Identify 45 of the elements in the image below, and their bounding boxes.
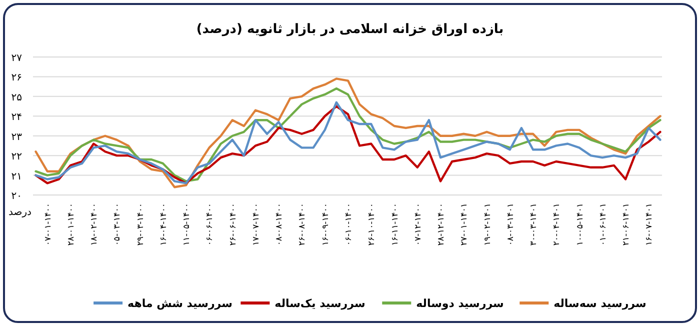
x-tick-label: ۰۶-۰۶-۱۴۰۰ (205, 203, 216, 246)
x-tick-label: ۱۶-۱۱-۱۴۰۰ (390, 203, 400, 246)
x-tick-label: ۰۶-۱۰-۱۴۰۰ (344, 203, 354, 246)
x-tick-label: ۲۷-۰۱-۱۴۰۱ (460, 203, 470, 246)
legend-item: سررسید دوساله (382, 297, 504, 310)
x-tick-label: ۲۶-۰۸-۱۴۰۰ (298, 203, 308, 246)
x-tick-label: ۲۱-۰۶-۱۴۰۱ (622, 203, 632, 246)
x-tick-label: ۱۶-۰۷-۱۴۰۱ (644, 203, 655, 246)
x-tick-label: ۲۹-۰۳-۱۴۰۰ (136, 203, 146, 246)
x-tick-label: ۲۰-۰۴-۱۴۰۱ (552, 203, 562, 246)
y-tick-label: ۲۷ (11, 53, 23, 64)
x-tick-label: ۱۶-۰۹-۱۴۰۰ (320, 203, 331, 246)
y-tick-label: ۲۶ (11, 72, 22, 84)
x-tick-label: ۳۰-۰۳-۱۴۰۱ (529, 203, 540, 246)
x-tick-label: ۰۷-۱۲-۱۴۰۰ (413, 203, 424, 246)
x-tick-label: ۲۶-۱۰-۱۴۰۰ (367, 203, 378, 246)
x-tick-label: ۱۰-۰۵-۱۴۰۱ (575, 203, 586, 246)
x-tick-label: ۲۸-۰۱-۱۴۰۰ (66, 203, 76, 246)
y-tick-label: ۲۴ (11, 112, 22, 124)
x-tick-label: ۱۹-۰۲-۱۴۰۱ (482, 203, 493, 246)
x-tick-label: ۱۸-۰۲-۱۴۰۰ (90, 203, 100, 246)
x-tick-label: ۲۸-۱۲-۱۴۰۰ (436, 203, 447, 246)
x-tick-label: ۰۵-۰۳-۱۴۰۰ (112, 203, 123, 246)
y-tick-label: ۲۳ (11, 132, 23, 143)
y-tick-label: ۲۲ (11, 152, 22, 163)
x-tick-label: ۱۶-۰۴-۱۴۰۰ (158, 203, 169, 246)
x-tick-label: ۰۸-۰۸-۱۴۰۰ (274, 203, 285, 246)
legend-label: سررسید شش ماهه (128, 297, 232, 310)
x-tick-label: ۰۷-۰۱-۱۴۰۰ (43, 203, 54, 246)
y-tick-label: ۲۰ (11, 191, 22, 202)
chart-title: بازده اوراق خزانه اسلامی در بازار ثانویه (درصد) (196, 22, 504, 37)
legend-label: سررسید سه‌ساله (554, 297, 646, 310)
legend-label: سررسید یک‌ساله (274, 297, 366, 310)
y-tick-label: ۲۱ (11, 171, 22, 182)
legend-item: سررسید یک‌ساله (240, 297, 366, 310)
x-tick-label: ۲۶-۰۶-۱۴۰۰ (228, 203, 238, 246)
x-tick-label: ۰۱-۰۶-۱۴۰۱ (598, 203, 608, 246)
x-tick-label: ۱۷-۰۷-۱۴۰۰ (251, 203, 262, 246)
legend-item: سررسید سه‌ساله (520, 297, 646, 310)
y-axis-title: درصد (8, 207, 32, 218)
legend-label: سررسید دوساله (416, 297, 504, 310)
x-tick-label: ۱۱-۰۵-۱۴۰۰ (182, 203, 192, 246)
legend-item: سررسید شش ماهه (94, 297, 232, 310)
y-tick-label: ۲۵ (11, 92, 22, 104)
x-tick-label: ۰۸-۰۳-۱۴۰۱ (506, 203, 516, 246)
